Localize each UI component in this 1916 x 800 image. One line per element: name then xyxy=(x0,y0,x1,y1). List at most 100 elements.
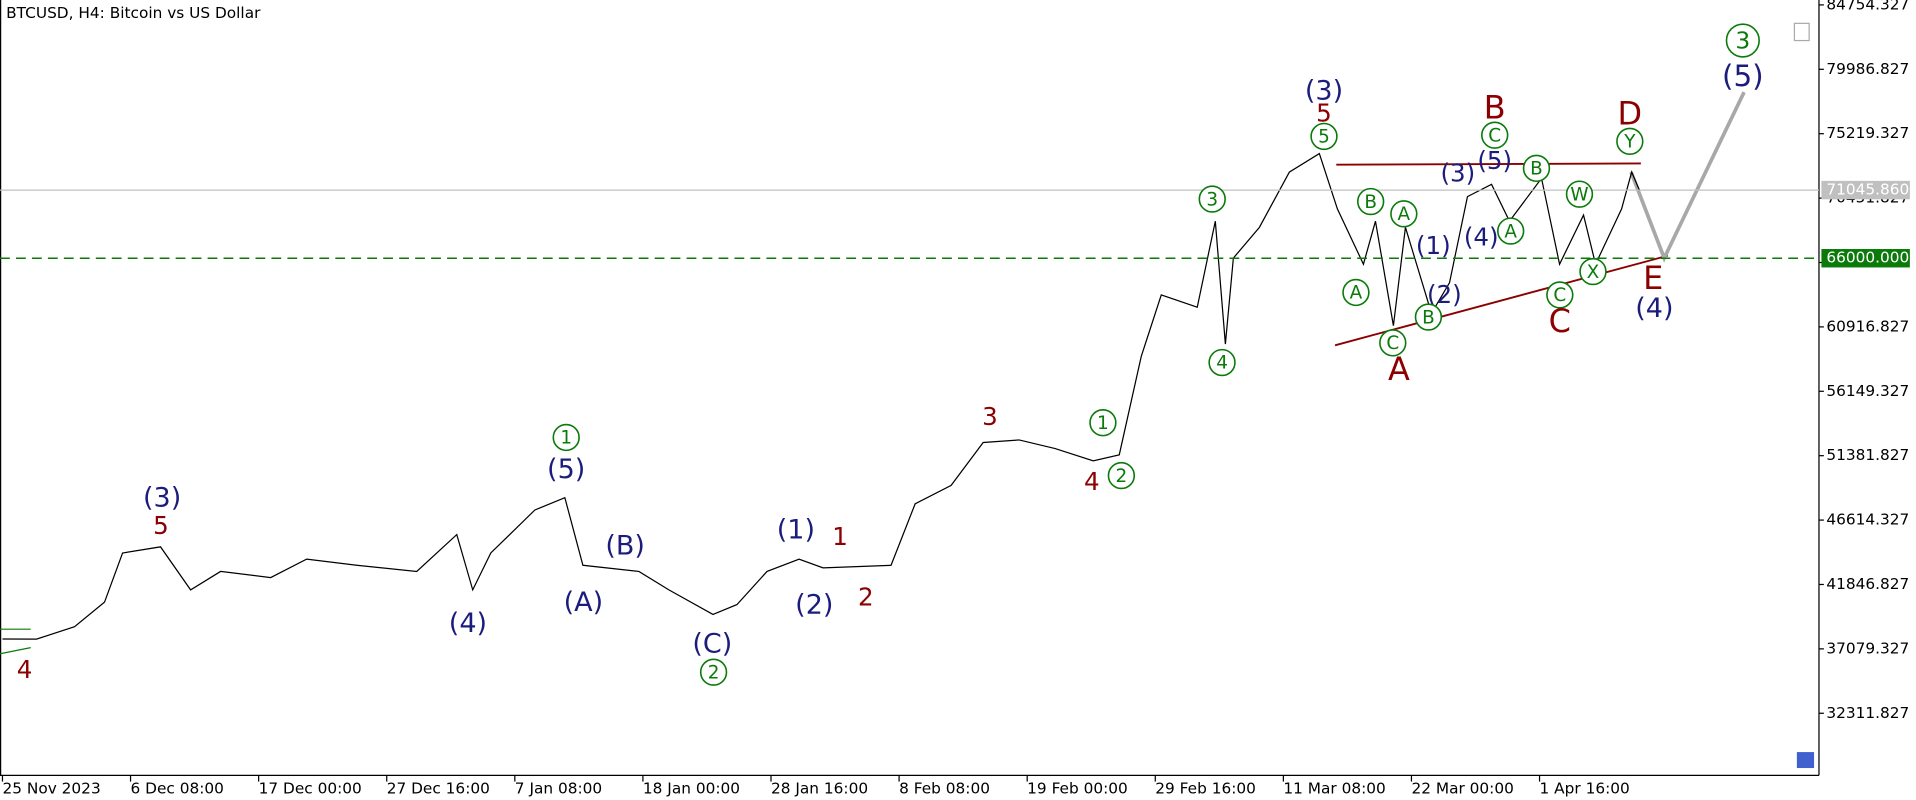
wave-label: 2 xyxy=(1115,466,1127,487)
trade-icon[interactable] xyxy=(1793,22,1810,42)
wave-label: A xyxy=(1398,204,1411,225)
x-tick-label: 28 Jan 16:00 xyxy=(771,779,868,797)
wave-label: (B) xyxy=(605,530,645,561)
wave-circle xyxy=(1481,121,1509,149)
chart-title: BTCUSD, H4: Bitcoin vs US Dollar xyxy=(6,4,261,22)
wave-label: (5) xyxy=(1722,59,1764,93)
wave-label: B xyxy=(1484,88,1506,126)
wave-circle xyxy=(1496,217,1525,245)
wave-circle xyxy=(1390,200,1418,228)
wave-circle xyxy=(699,658,728,686)
wave-label: (3) xyxy=(1440,158,1475,187)
y-tick-label: 84754.327 xyxy=(1826,0,1909,13)
wave-circle xyxy=(1198,185,1226,213)
wave-label: 3 xyxy=(1206,189,1218,210)
wave-label: B xyxy=(1530,159,1543,180)
wave-label: (3) xyxy=(143,482,181,513)
wave-label: Y xyxy=(1623,132,1636,153)
wave-circle xyxy=(1565,180,1594,208)
y-tick-label: 60916.827 xyxy=(1826,317,1909,335)
wave-label: 5 xyxy=(1316,98,1332,127)
x-tick-label: 8 Feb 08:00 xyxy=(899,779,990,797)
y-tick-label: 51381.827 xyxy=(1826,446,1909,464)
x-tick-label: 1 Apr 16:00 xyxy=(1540,779,1630,797)
wave-label: (3) xyxy=(1305,76,1343,107)
wave-label: (5) xyxy=(1477,146,1512,175)
wave-label: C xyxy=(1553,285,1566,306)
wave-label: A xyxy=(1504,221,1517,242)
wave-label: (A) xyxy=(564,587,604,618)
wave-label: 4 xyxy=(17,655,33,684)
wave-circle xyxy=(1089,409,1117,437)
price-line-label: 71045.860 xyxy=(1826,181,1909,199)
wave-label: X xyxy=(1587,262,1600,283)
wave-label: (1) xyxy=(777,514,815,545)
y-tick-label: 56149.327 xyxy=(1826,382,1909,400)
wave-label: 3 xyxy=(1735,26,1750,54)
wave-label: C xyxy=(1488,125,1501,146)
wave-circle xyxy=(1356,187,1385,216)
wave-circle xyxy=(1414,303,1443,331)
wave-label: (4) xyxy=(449,608,487,639)
y-tick-label: 46614.327 xyxy=(1826,511,1909,529)
wave-circle xyxy=(1579,257,1607,286)
wave-label: B xyxy=(1422,307,1435,328)
level-box xyxy=(1821,249,1910,268)
y-tick-label: 79986.827 xyxy=(1826,60,1909,78)
wave-circle xyxy=(1616,127,1644,156)
wave-label: 5 xyxy=(153,511,169,540)
wave-label: A xyxy=(1388,350,1410,388)
y-tick-label: 32311.827 xyxy=(1826,704,1909,722)
y-tick-label: 37079.327 xyxy=(1826,639,1909,657)
wave-circle xyxy=(1310,122,1338,151)
left-line xyxy=(0,647,31,655)
wave-circle xyxy=(1546,281,1574,309)
wave-label: C xyxy=(1549,302,1571,340)
wave-circle xyxy=(1379,329,1407,357)
wave-label: W xyxy=(1570,184,1588,205)
wave-label: (2) xyxy=(795,589,833,620)
price-line-box xyxy=(1821,180,1910,200)
x-tick-label: 27 Dec 16:00 xyxy=(387,779,490,797)
wave-label: 4 xyxy=(1216,353,1228,374)
wave-label: B xyxy=(1364,192,1377,213)
wave-label: C xyxy=(1386,333,1399,354)
wave-label: E xyxy=(1643,259,1663,297)
wave-label: (C) xyxy=(692,629,732,660)
x-tick-label: 19 Feb 00:00 xyxy=(1027,779,1128,797)
wave-circle xyxy=(552,423,580,452)
wave-label: 1 xyxy=(560,428,572,449)
y-tick-label: 75219.327 xyxy=(1826,124,1909,142)
wave-label: 4 xyxy=(1084,467,1100,496)
wave-label: (1) xyxy=(1416,231,1451,260)
level-label: 66000.000 xyxy=(1826,249,1909,267)
wave-label: (4) xyxy=(1464,222,1499,251)
x-tick-label: 17 Dec 00:00 xyxy=(259,779,362,797)
price-line xyxy=(2,152,1641,640)
y-tick-label: 41846.827 xyxy=(1826,575,1909,593)
wave-circle xyxy=(1522,154,1551,183)
wave-label: (5) xyxy=(547,454,585,485)
x-tick-label: 6 Dec 08:00 xyxy=(131,779,224,797)
wave-circle xyxy=(1107,461,1136,490)
wave-circle xyxy=(1342,278,1370,307)
wave-label: 2 xyxy=(708,662,720,683)
wave-label: A xyxy=(1350,283,1363,304)
x-tick-label: 22 Mar 00:00 xyxy=(1411,779,1513,797)
x-tick-label: 7 Jan 08:00 xyxy=(515,779,602,797)
wave-circle xyxy=(1208,348,1236,377)
wave-label: 1 xyxy=(1097,413,1109,434)
wave-label: 2 xyxy=(858,582,874,611)
wave-label: (4) xyxy=(1635,293,1673,324)
triangle-upper xyxy=(1336,162,1641,166)
wave-label: 3 xyxy=(982,402,998,431)
x-tick-label: 25 Nov 2023 xyxy=(2,779,100,797)
wave-label: D xyxy=(1618,95,1643,133)
x-tick-label: 18 Jan 00:00 xyxy=(643,779,740,797)
x-tick-label: 29 Feb 16:00 xyxy=(1155,779,1256,797)
scroll-icon[interactable] xyxy=(1796,752,1815,769)
x-tick-label: 11 Mar 08:00 xyxy=(1283,779,1385,797)
